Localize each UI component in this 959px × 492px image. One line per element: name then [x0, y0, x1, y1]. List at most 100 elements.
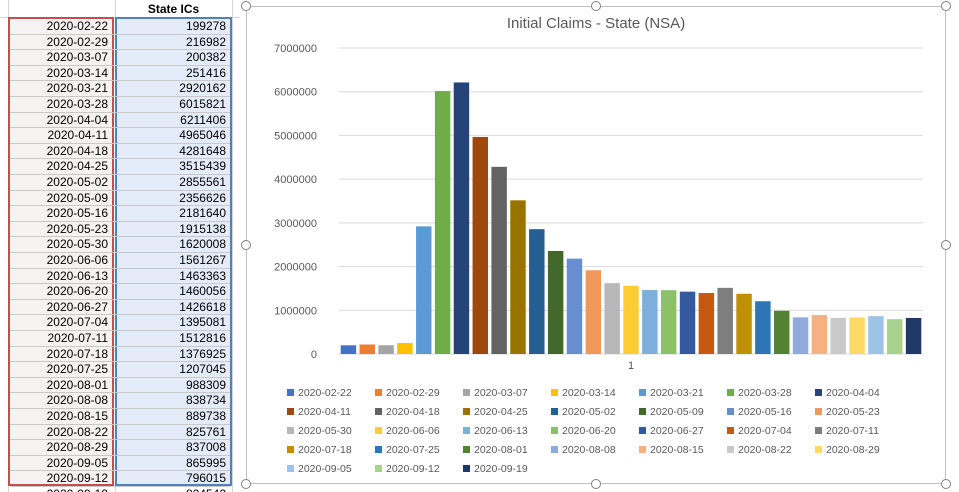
bar-2020-08-29[interactable]: [849, 317, 865, 354]
legend-item[interactable]: 2020-03-28: [727, 384, 815, 402]
bar-2020-05-23[interactable]: [585, 270, 602, 354]
legend-item[interactable]: 2020-07-04: [727, 422, 815, 440]
table-row[interactable]: 2020-03-28 6015821: [10, 97, 230, 113]
table-row[interactable]: 2020-07-18 1376925: [10, 347, 230, 363]
date-cell[interactable]: 2020-05-23: [46, 221, 108, 236]
legend-item[interactable]: 2020-09-12: [375, 460, 463, 478]
value-cell[interactable]: 2181640: [179, 206, 226, 221]
resize-handle-middle-left[interactable]: [241, 240, 251, 250]
value-cell[interactable]: 2356626: [179, 190, 226, 205]
bar-2020-04-18[interactable]: [491, 166, 507, 354]
table-row[interactable]: 2020-02-29 216982: [10, 35, 230, 51]
value-cell[interactable]: 4965046: [179, 128, 226, 143]
table-row[interactable]: 2020-04-25 3515439: [10, 159, 230, 175]
value-cell[interactable]: 1395081: [179, 315, 226, 330]
legend-item[interactable]: 2020-08-15: [639, 441, 727, 459]
bar-2020-06-20[interactable]: [660, 290, 677, 354]
chart-plot[interactable]: 0 1000000 2000000 3000000 4000000 5000000 6000…: [247, 7, 945, 483]
bar-2020-08-08[interactable]: [792, 317, 809, 354]
table-row[interactable]: 2020-07-04 1395081: [10, 315, 230, 331]
value-cell[interactable]: 796015: [185, 471, 226, 486]
table-row[interactable]: 2020-04-04 6211406: [10, 113, 230, 129]
date-cell[interactable]: 2020-04-18: [46, 143, 108, 158]
date-cell[interactable]: 2020-08-29: [46, 440, 108, 455]
date-cell[interactable]: 2020-02-22: [46, 19, 108, 33]
legend-item[interactable]: 2020-06-13: [463, 422, 551, 440]
legend-item[interactable]: 2020-03-07: [463, 384, 551, 402]
table-row[interactable]: 2020-05-02 2855561: [10, 175, 230, 191]
date-cell[interactable]: 2020-06-06: [46, 253, 108, 267]
date-cell[interactable]: 2020-08-01: [46, 377, 108, 392]
bar-2020-02-22[interactable]: [340, 345, 357, 354]
value-cell[interactable]: 837008: [185, 440, 226, 455]
value-cell[interactable]: 825761: [185, 424, 226, 439]
bar-2020-03-07[interactable]: [378, 345, 394, 354]
value-column-selection[interactable]: [115, 17, 232, 486]
table-row[interactable]: 2020-06-13 1463363: [10, 269, 230, 285]
value-cell[interactable]: 2855561: [179, 175, 226, 189]
resize-handle-middle-right[interactable]: [941, 240, 951, 250]
bar-2020-06-27[interactable]: [679, 291, 696, 354]
table-row[interactable]: 2020-02-22 199278: [10, 19, 230, 35]
date-column-selection[interactable]: [8, 17, 114, 486]
value-cell[interactable]: 1620008: [179, 237, 226, 252]
value-cell[interactable]: 865995: [185, 455, 226, 470]
legend-item[interactable]: 2020-07-18: [287, 441, 375, 459]
date-cell[interactable]: 2020-02-29: [46, 34, 108, 49]
table-row[interactable]: 2020-08-08 838734: [10, 393, 230, 409]
legend-item[interactable]: 2020-04-04: [815, 384, 903, 402]
date-cell[interactable]: 2020-04-04: [46, 112, 108, 127]
bar-2020-04-25[interactable]: [510, 200, 526, 354]
table-row[interactable]: 2020-03-21 2920162: [10, 81, 230, 97]
table-row[interactable]: 2020-05-30 1620008: [10, 237, 230, 253]
date-cell[interactable]: 2020-06-13: [46, 268, 108, 283]
date-cell[interactable]: 2020-05-30: [46, 237, 108, 252]
value-cell[interactable]: 1426618: [179, 299, 226, 314]
table-row[interactable]: 2020-06-06 1561267: [10, 253, 230, 269]
table-row[interactable]: 2020-06-27 1426618: [10, 300, 230, 316]
legend-item[interactable]: 2020-05-16: [727, 403, 815, 421]
value-cell[interactable]: 824542: [117, 487, 230, 492]
value-cell[interactable]: 216982: [185, 34, 226, 49]
date-cell[interactable]: 2020-07-04: [46, 315, 108, 330]
table-row[interactable]: 2020-07-25 1207045: [10, 362, 230, 378]
value-cell[interactable]: 1207045: [179, 362, 226, 377]
date-cell[interactable]: 2020-07-11: [47, 331, 109, 345]
value-cell[interactable]: 199278: [185, 19, 226, 33]
date-cell[interactable]: 2020-05-02: [46, 175, 108, 189]
bar-2020-03-28[interactable]: [434, 91, 451, 355]
legend-item[interactable]: 2020-06-27: [639, 422, 727, 440]
legend-item[interactable]: 2020-08-29: [815, 441, 903, 459]
value-cell[interactable]: 838734: [185, 393, 226, 408]
resize-handle-top-right[interactable]: [941, 1, 951, 11]
value-cell[interactable]: 200382: [185, 50, 226, 65]
chart-legend[interactable]: 2020-02-22 2020-02-29 2020-03-07 2020-03-14…: [287, 383, 917, 478]
resize-handle-top-left[interactable]: [241, 1, 251, 11]
date-cell[interactable]: 2020-07-18: [46, 346, 108, 361]
column-header-state-ics[interactable]: State ICs: [147, 2, 200, 16]
legend-item[interactable]: 2020-09-05: [287, 460, 375, 478]
legend-item[interactable]: 2020-03-21: [639, 384, 727, 402]
legend-item[interactable]: 2020-05-02: [551, 403, 639, 421]
bar-2020-03-14[interactable]: [397, 343, 413, 354]
legend-item[interactable]: 2020-08-08: [551, 441, 639, 459]
legend-item[interactable]: 2020-06-06: [375, 422, 463, 440]
date-cell[interactable]: 2020-06-20: [46, 284, 108, 299]
bar-2020-09-12[interactable]: [887, 319, 903, 354]
legend-item[interactable]: 2020-07-25: [375, 441, 463, 459]
table-row[interactable]: 2020-09-19 824542: [10, 487, 230, 492]
table-row[interactable]: 2020-05-16 2181640: [10, 206, 230, 222]
bar-2020-06-13[interactable]: [642, 290, 658, 354]
date-cell[interactable]: 2020-03-21: [46, 81, 108, 96]
value-cell[interactable]: 1512816: [179, 331, 226, 345]
value-cell[interactable]: 2920162: [179, 81, 226, 96]
bar-2020-05-09[interactable]: [547, 250, 564, 354]
bar-2020-07-04[interactable]: [698, 293, 715, 354]
date-cell[interactable]: 2020-08-22: [46, 424, 108, 439]
table-row[interactable]: 2020-05-23 1915138: [10, 222, 230, 238]
bar-2020-02-29[interactable]: [359, 344, 375, 354]
legend-item[interactable]: 2020-04-25: [463, 403, 551, 421]
value-cell[interactable]: 4281648: [179, 143, 226, 158]
table-row[interactable]: 2020-05-09 2356626: [10, 191, 230, 207]
resize-handle-bottom-right[interactable]: [941, 479, 951, 489]
